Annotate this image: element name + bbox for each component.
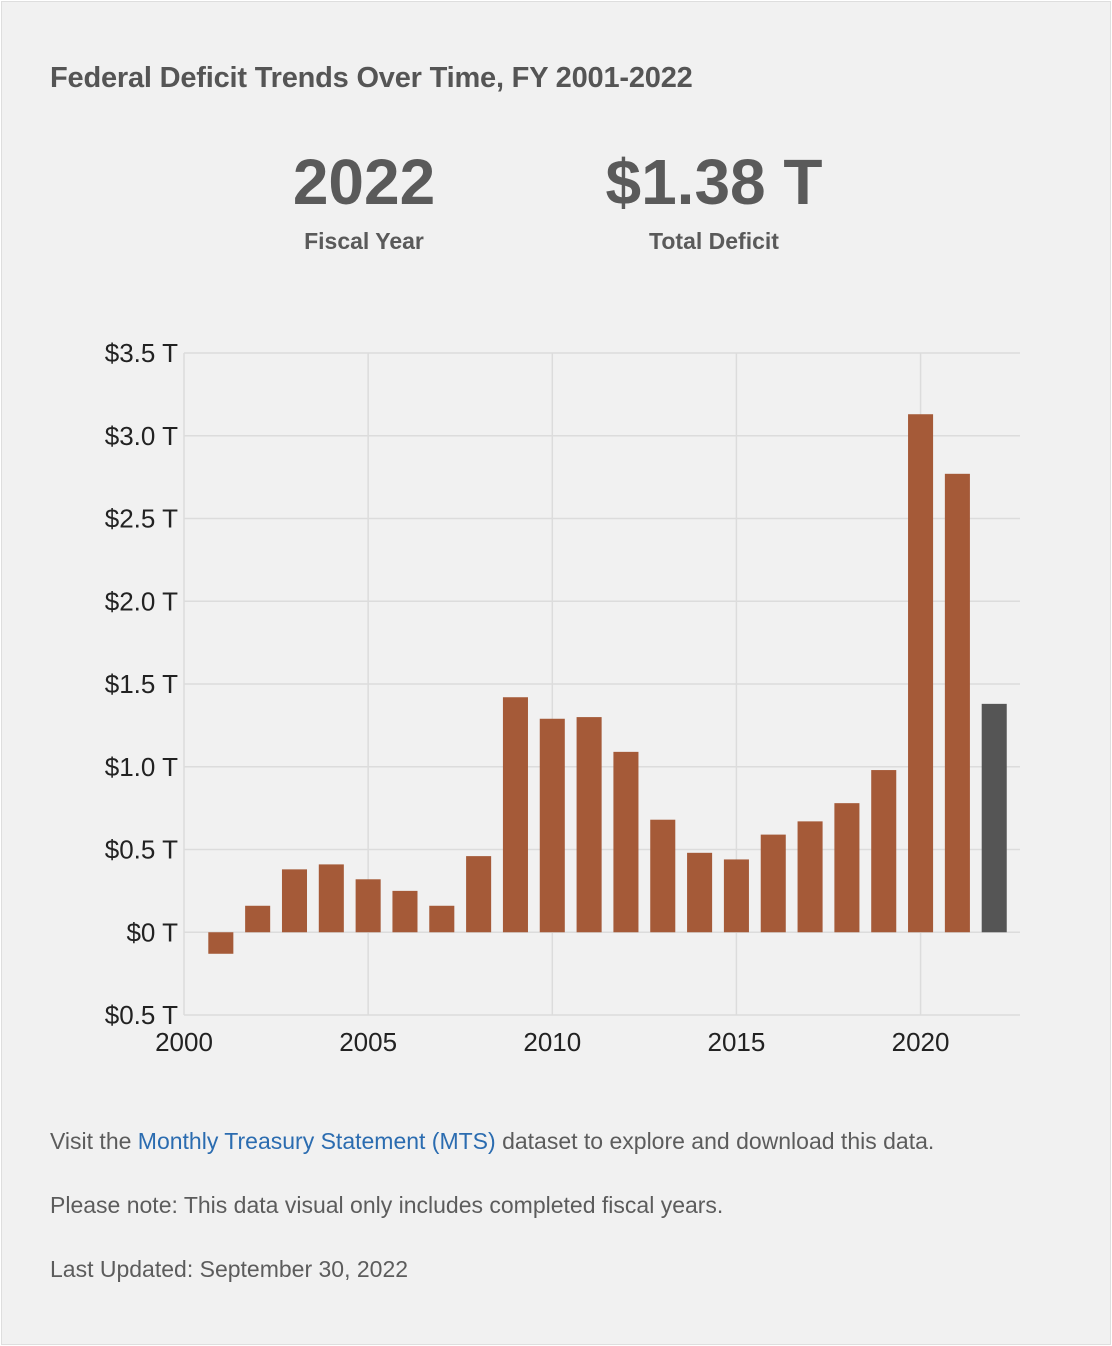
chart-title: Federal Deficit Trends Over Time, FY 200… — [50, 62, 693, 94]
source-note: Visit the Monthly Treasury Statement (MT… — [50, 1128, 934, 1155]
deficit-bar-chart: $3.5 T $3.0 T $2.5 T $2.0 T $1.5 T $1.0 T $0.5… — [105, 338, 1020, 1057]
source-prefix: Visit the — [50, 1128, 138, 1154]
total-deficit-value: $1.38 T — [605, 146, 823, 218]
total-deficit-stat: $1.38 T Total Deficit — [564, 142, 864, 255]
x-tick-label: 2000 — [155, 1027, 213, 1057]
bar-fy-2014 — [687, 852, 713, 933]
y-tick-label: $2.5 T — [105, 504, 178, 534]
bar-fy-2004 — [318, 864, 344, 933]
y-tick-label: $3.0 T — [105, 421, 178, 451]
y-tick-label: $3.5 T — [105, 338, 178, 368]
completed-years-note: Please note: This data visual only inclu… — [50, 1192, 724, 1218]
bar-fy-2013 — [650, 819, 676, 933]
bar-fy-2012 — [613, 751, 639, 933]
bar-fy-2008 — [466, 856, 492, 933]
y-tick-label: $1.5 T — [105, 669, 178, 699]
bar-fy-2001 — [208, 932, 234, 954]
y-tick-label: $1.0 T — [105, 752, 178, 782]
bar-fy-2018 — [834, 803, 860, 933]
mts-dataset-link[interactable]: Monthly Treasury Statement (MTS) — [137, 1128, 496, 1154]
bar-fy-2010 — [539, 718, 565, 933]
bar-fy-2006 — [392, 890, 418, 933]
bar-fy-2005 — [355, 879, 381, 933]
fiscal-year-stat: 2022 Fiscal Year — [264, 142, 464, 255]
source-suffix: dataset to explore and download this dat… — [495, 1128, 935, 1154]
total-deficit-label: Total Deficit — [649, 228, 779, 254]
x-tick-label: 2020 — [892, 1027, 950, 1057]
bar-fy-2016 — [760, 834, 786, 933]
bar-fy-2007 — [429, 905, 455, 933]
bar-fy-2017 — [797, 821, 823, 933]
bar-fy-2003 — [281, 869, 308, 933]
y-tick-label: $0 T — [126, 917, 178, 947]
bar-fy-2021 — [944, 473, 970, 933]
fiscal-year-value: 2022 — [292, 146, 436, 218]
x-tick-label: 2010 — [523, 1027, 581, 1057]
bar-fy-2020 — [908, 414, 934, 933]
fiscal-year-label: Fiscal Year — [304, 228, 424, 254]
bar-fy-2011 — [576, 717, 602, 933]
x-tick-label: 2015 — [708, 1027, 766, 1057]
y-tick-label: $2.0 T — [105, 586, 178, 616]
last-updated: Last Updated: September 30, 2022 — [50, 1256, 409, 1282]
y-tick-label: $0.5 T — [105, 1000, 178, 1030]
bar-fy-2022 — [981, 703, 1007, 933]
bar-fy-2019 — [871, 770, 897, 933]
bar-fy-2002 — [245, 905, 271, 933]
bar-fy-2015 — [723, 859, 749, 933]
y-tick-label: $0.5 T — [105, 835, 178, 865]
bar-fy-2009 — [502, 697, 528, 933]
x-tick-label: 2005 — [339, 1027, 397, 1057]
